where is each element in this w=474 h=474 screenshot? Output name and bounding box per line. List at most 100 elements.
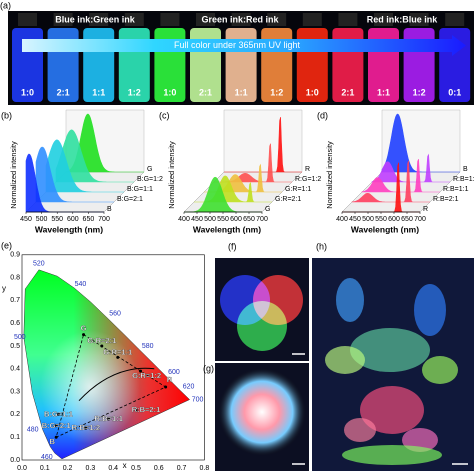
ratio-label: 1:2 — [128, 87, 141, 97]
y-tick-label: 0.9 — [10, 252, 20, 259]
series-label: R:G=1:2 — [295, 176, 321, 183]
bottle-cap — [231, 13, 251, 26]
x-tick-label: 0.5 — [131, 465, 141, 472]
gamut — [23, 269, 190, 459]
panel-f: (f) — [215, 241, 309, 361]
point-label: B — [49, 437, 55, 446]
wavelength-label: 500 — [14, 334, 26, 341]
y-tick-label: 0.5 — [10, 343, 20, 350]
spectrum-panel: (d) B R:B=1:2 R:B=1:1 R:B=2:1 R 40045050055060… — [317, 109, 474, 234]
point-marker — [107, 417, 111, 421]
wavelength-label: 620 — [183, 384, 195, 391]
pattern-blob — [342, 445, 442, 465]
wavelength-label: 460 — [41, 454, 53, 461]
banner-arrow — [22, 35, 466, 56]
ratio-label: 1:2 — [270, 87, 283, 97]
point-marker — [82, 333, 86, 337]
wavelength-label: 700 — [192, 396, 204, 403]
point-label: G:R=2:1 — [87, 336, 116, 345]
x-tick-label: 550 — [375, 216, 387, 223]
ratio-label: 2:1 — [199, 87, 212, 97]
ratio-label: 1:0 — [21, 87, 34, 97]
panel-label: (h) — [316, 241, 327, 251]
y-tick-label: 0.3 — [10, 388, 20, 395]
bottle-cap — [374, 13, 393, 26]
x-tick-label: 400 — [336, 216, 348, 223]
point-marker — [54, 424, 58, 428]
ratio-label: 1:2 — [413, 87, 426, 97]
y-tick-label: 0.2 — [10, 411, 20, 418]
bottle-cap — [160, 13, 180, 26]
point-marker — [100, 344, 104, 348]
spectrum — [351, 160, 430, 203]
point-label: G:R=1:1 — [103, 347, 132, 356]
point-label: R:B=1:1 — [94, 414, 123, 423]
panel-label: (g) — [203, 363, 214, 373]
point-label: G:R=1:2 — [132, 371, 161, 380]
y-axis-label: y — [2, 284, 6, 293]
point-marker — [116, 355, 120, 359]
point-marker — [134, 408, 138, 412]
ratio-label: 1:1 — [377, 87, 390, 97]
group-label: Green ink:Red ink — [201, 14, 279, 24]
x-tick-label: 650 — [83, 216, 95, 223]
panel-g: (g) — [203, 363, 309, 471]
pattern-blob — [336, 278, 364, 322]
series-label: G — [147, 166, 152, 173]
x-tick-label: 0.3 — [86, 465, 96, 472]
y-tick-label: 0.1 — [10, 434, 20, 441]
banner-text: Full color under 365nm UV light — [174, 40, 301, 50]
cie-panel: (e) 0.0 0.1 0.2 0.3 0.4 0.5 0.6 0.7 0.8 0.0 0.1 0.2 0… — [1, 240, 209, 471]
panel-label: (a) — [0, 0, 11, 10]
ratio-label: 2:1 — [341, 87, 354, 97]
y-tick-label: 0.4 — [10, 366, 20, 373]
panel-label: (d) — [317, 110, 328, 120]
series-label: R:B=1:2 — [453, 176, 474, 183]
point-label: R:B=1:2 — [72, 423, 101, 432]
x-tick-label: 450 — [191, 216, 203, 223]
series-label: R:B=1:1 — [443, 186, 469, 193]
series-label: R — [423, 206, 428, 213]
spectrum — [371, 153, 450, 183]
panel-label: (f) — [228, 241, 237, 251]
y-tick-label: 0.0 — [10, 457, 20, 464]
ratio-label: 2:1 — [57, 87, 70, 97]
spectrum — [381, 113, 460, 173]
series-label: R:B=2:1 — [433, 196, 459, 203]
x-axis-label: Wavelength (nm) — [351, 224, 419, 234]
color-wheel — [218, 368, 306, 456]
x-tick-label: 400 — [178, 216, 190, 223]
x-tick-label: 600 — [67, 216, 79, 223]
bottle-cap — [196, 13, 215, 26]
back-wall — [223, 109, 303, 173]
point-label: R — [167, 375, 173, 384]
x-tick-label: 0.0 — [17, 465, 27, 472]
series-label: B:G=2:1 — [117, 196, 143, 203]
x-tick-label: 0.7 — [177, 465, 187, 472]
x-tick-label: 0.2 — [63, 465, 73, 472]
ratio-label: 1:0 — [306, 87, 319, 97]
x-axis-label: Wavelength (nm) — [35, 224, 103, 234]
x-tick-label: 600 — [388, 216, 400, 223]
spectrum — [361, 158, 440, 193]
point-marker — [56, 412, 60, 416]
series-label: B:G=1:1 — [127, 186, 153, 193]
x-tick-label: 700 — [256, 216, 268, 223]
x-tick-label: 450 — [20, 216, 32, 223]
gamut-outline — [23, 269, 191, 460]
ratio-label: 1:1 — [235, 87, 248, 97]
x-tick-label: 500 — [204, 216, 216, 223]
wavelength-label: 480 — [27, 427, 39, 434]
group-label: Blue ink:Green ink — [55, 14, 136, 24]
spectrum — [45, 139, 124, 193]
panel-h: (h) — [312, 241, 474, 471]
spectrum-panel: (c) R R:G=1:2 G:R=1:1 G:R=2:1 G 400 450 500 550 60… — [159, 109, 321, 234]
series-label: B:G=1:2 — [137, 176, 163, 183]
point-label: G — [81, 324, 87, 333]
ratio-label: 0:1 — [448, 87, 461, 97]
x-tick-label: 0.4 — [108, 465, 118, 472]
series-label: B — [463, 166, 468, 173]
x-tick-label: 0.1 — [40, 465, 50, 472]
y-axis-label: Normalized intensity — [167, 141, 176, 209]
